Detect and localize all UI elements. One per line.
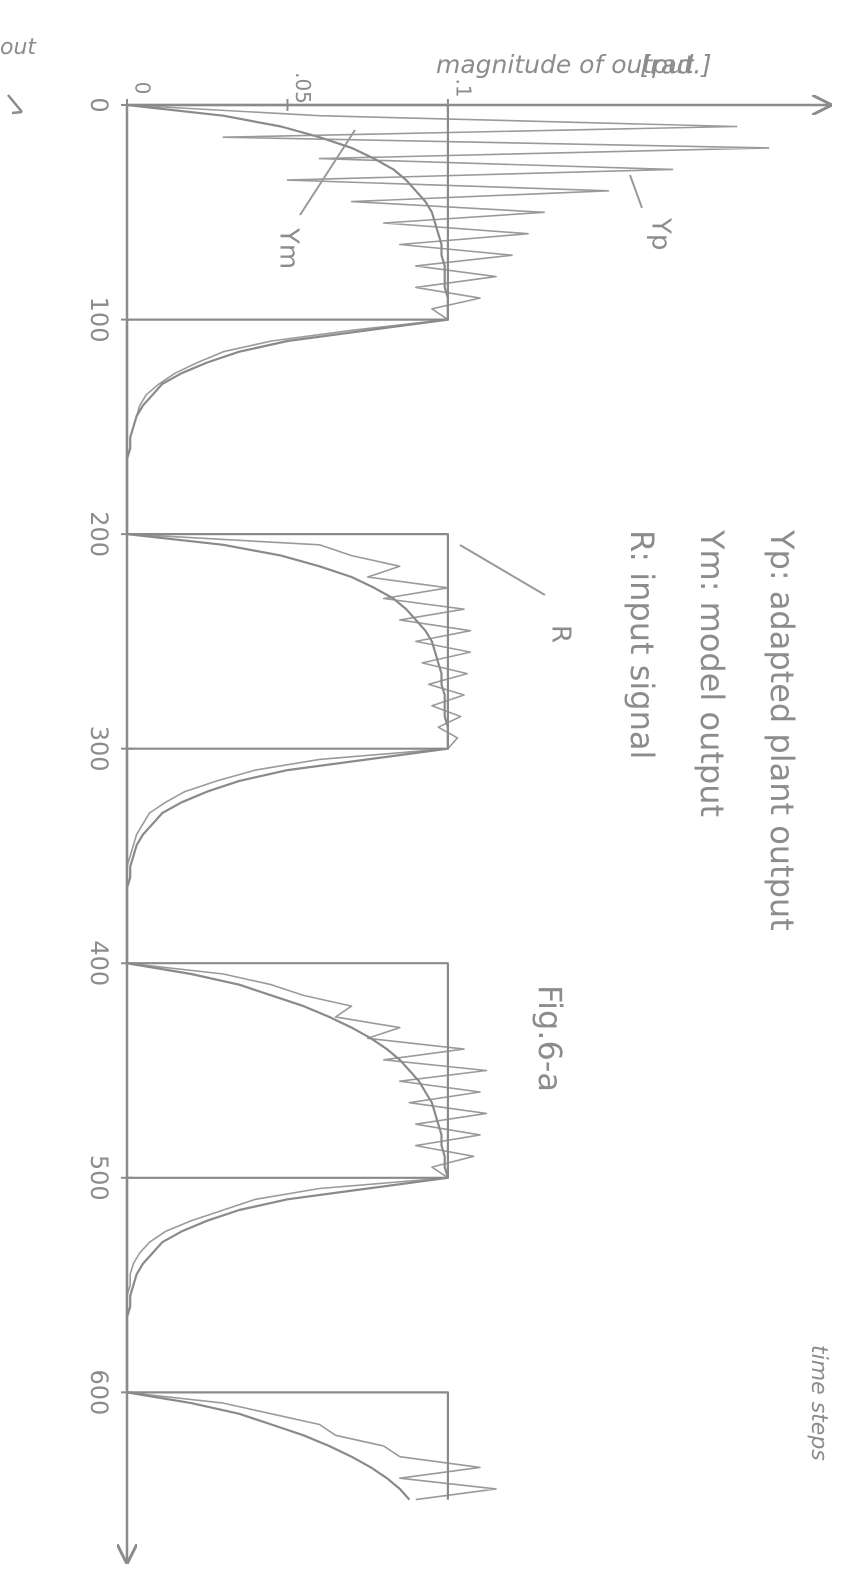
data-line xyxy=(127,105,448,1500)
x-tick-label: 500 xyxy=(85,1155,113,1201)
x-tick-label: 0 xyxy=(85,97,113,112)
annotation: R xyxy=(546,625,576,643)
legend-entry: Yp: adapted plant output xyxy=(763,529,801,931)
x-tick-label: 300 xyxy=(85,726,113,772)
y-axis-label: magnitude of output xyxy=(436,50,695,79)
y-tick-label: .1 xyxy=(451,78,475,97)
y-tick-label: .05 xyxy=(291,72,315,104)
arrow-icon xyxy=(8,95,22,113)
leader-lines xyxy=(300,130,642,595)
legend-entry: Ym: model output xyxy=(693,529,731,817)
annotation: Yp xyxy=(646,217,676,250)
corner-text: out xyxy=(0,35,37,60)
x-tick-label: 200 xyxy=(85,511,113,557)
x-axis-label: time steps xyxy=(806,1345,831,1461)
annotation: Ym xyxy=(274,227,304,269)
chart-title: Fig.6-a xyxy=(531,985,569,1092)
x-tick-label: 400 xyxy=(85,940,113,986)
data-line xyxy=(127,105,448,1500)
x-tick-label: 100 xyxy=(85,297,113,343)
x-tick-label: 600 xyxy=(85,1369,113,1415)
y-tick-label: 0 xyxy=(131,82,155,95)
legend-entry: R: input signal xyxy=(623,530,661,759)
chart: out [rad.] magnitude of output time step… xyxy=(0,0,859,1584)
